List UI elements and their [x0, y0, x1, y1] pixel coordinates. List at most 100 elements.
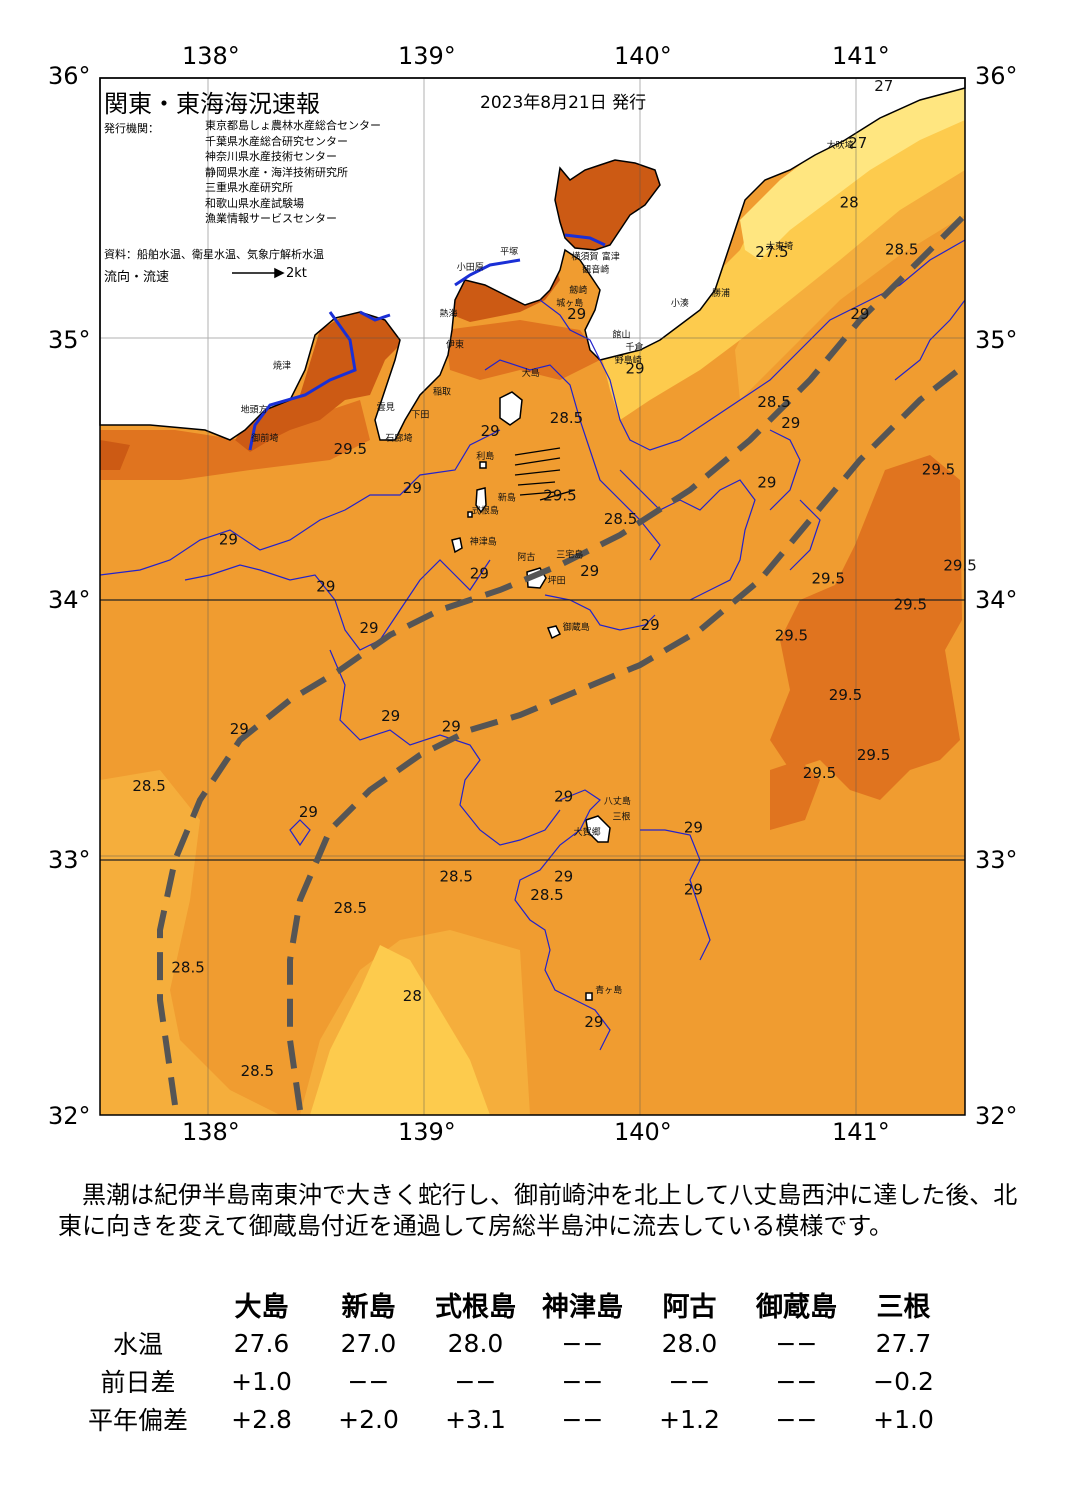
contour-label: 28.5: [132, 777, 165, 795]
contour-label: 29: [554, 787, 573, 805]
contour-label: 28.5: [334, 899, 367, 917]
place-label: 勝浦: [712, 287, 730, 299]
contour-label: 29: [684, 881, 703, 899]
lon-tick-top-139: 139°: [398, 42, 456, 70]
contour-label: 29.5: [943, 557, 976, 575]
place-label: 三根: [613, 811, 631, 823]
place-label: 地頭方: [241, 403, 268, 415]
table-cell: −−: [347, 1366, 390, 1396]
table-header-cell: 式根島: [435, 1292, 516, 1323]
table-corner: [68, 1285, 208, 1324]
flow-arrows: [514, 447, 576, 501]
place-label: 阿古: [517, 551, 535, 563]
place-label: 利島: [476, 450, 494, 462]
lat-tick-right-36: 36°: [975, 62, 1018, 90]
cool-zone-27: [740, 85, 965, 260]
contour-label: 29: [381, 707, 400, 725]
lon-tick-bottom-139: 139°: [398, 1118, 456, 1146]
contour-label: 28: [840, 194, 859, 212]
shikinejima-island: [467, 511, 473, 518]
lon-tick-bottom-138: 138°: [182, 1118, 240, 1146]
toshima-island: [479, 461, 487, 469]
contour-label: 29.5: [857, 746, 890, 764]
issuer-item: 神奈川県水産技術センター: [205, 150, 337, 163]
place-label: 観音崎: [582, 263, 609, 275]
place-label: 小湊: [671, 297, 689, 309]
table-cell: 28.0: [661, 1328, 718, 1358]
kozushima-island: [451, 537, 463, 554]
contour-label: 29.5: [775, 627, 808, 645]
contour-label: 29: [757, 474, 776, 492]
place-label: 石廊埼: [385, 432, 412, 444]
lon-tick-top-141: 141°: [832, 42, 890, 70]
place-label: 富津: [602, 251, 620, 263]
contour-label: 29: [850, 305, 869, 323]
table-cell: 27.7: [875, 1328, 932, 1358]
contour-label: 29: [554, 868, 573, 886]
table-cell: −−: [775, 1366, 818, 1396]
contour-label: 29.5: [894, 596, 927, 614]
contour-label: 28.5: [530, 886, 563, 904]
place-label: 神津島: [470, 536, 497, 548]
contour-label: 29.5: [334, 440, 367, 458]
table-header-cell: 阿古: [662, 1292, 717, 1323]
table-header-cell: 三根: [876, 1292, 931, 1323]
table-row: 前日差 +1.0 −− −− −− −− −− −0.2: [68, 1362, 957, 1400]
table-cell: +1.0: [231, 1366, 292, 1396]
place-label: 平塚: [500, 246, 518, 257]
table-cell: −−: [561, 1366, 604, 1396]
table-header-cell: 新島: [341, 1292, 396, 1323]
table-cell: −−: [454, 1366, 497, 1396]
place-label: 三宅島: [556, 549, 583, 561]
contour-label: 29: [442, 717, 461, 735]
place-label: 伊東: [446, 339, 464, 351]
lat-tick-left-34: 34°: [48, 586, 91, 614]
place-label: 下田: [411, 410, 429, 421]
contour-label: 28.5: [171, 958, 204, 976]
contour-label: 29: [230, 720, 249, 738]
table-cell: −−: [668, 1366, 711, 1396]
flow-legend-arrow: [232, 267, 285, 279]
data-sources: 資料：船舶水温、衛星水温、気象庁解析水温: [104, 248, 324, 261]
oshima-island: [499, 391, 523, 426]
table-cell: −−: [561, 1328, 604, 1358]
table-cell: 28.0: [447, 1328, 504, 1358]
issuers-list: 東京都島しょ農林水産総合センター 千葉県水産総合研究センター 神奈川県水産技術セ…: [205, 118, 381, 227]
contour-label: 28.5: [241, 1062, 274, 1080]
issuer-item: 漁業情報サービスセンター: [205, 212, 337, 225]
map-frame: [99, 77, 966, 1116]
place-label: 城ヶ島: [556, 297, 583, 309]
lat-tick-left-32: 32°: [48, 1102, 91, 1130]
contour-label: 28.5: [604, 510, 637, 528]
mikurajima-island: [546, 625, 562, 640]
issuer-item: 静岡県水産・海洋技術研究所: [205, 165, 348, 179]
place-label: 野島崎: [615, 354, 642, 366]
contour-label: 29: [684, 818, 703, 836]
table-row: 平年偏差 +2.8 +2.0 +3.1 −− +1.2 −− +1.0: [68, 1400, 957, 1438]
lat-tick-right-33: 33°: [975, 846, 1018, 874]
contour-label: 29: [641, 616, 660, 634]
contour-label: 29.5: [922, 461, 955, 479]
place-label: 横須賀: [571, 251, 598, 263]
place-label: 新島: [498, 492, 516, 504]
place-label: 雲見: [377, 402, 395, 413]
table-cell: 27.0: [340, 1328, 397, 1358]
row-label: 前日差: [100, 1368, 176, 1397]
row-label: 水温: [112, 1330, 163, 1359]
lat-tick-left-36: 36°: [48, 62, 91, 90]
place-label: 太東埼: [766, 240, 793, 252]
contour-label: 29: [584, 1013, 603, 1031]
contour-label: 29: [403, 479, 422, 497]
contour-label: 29.5: [543, 487, 576, 505]
lat-tick-right-35: 35°: [975, 326, 1018, 354]
contour-label: 29: [626, 360, 645, 378]
place-label: 御前埼: [251, 432, 278, 444]
issuer-item: 三重県水産研究所: [205, 181, 293, 194]
contour-label: 29: [299, 803, 318, 821]
hachijojima-island: [585, 815, 611, 843]
lon-tick-bottom-141: 141°: [832, 1118, 890, 1146]
contour-label: 29.5: [803, 764, 836, 782]
contour-label: 27: [848, 134, 867, 152]
contour-label: 29.5: [812, 570, 845, 588]
